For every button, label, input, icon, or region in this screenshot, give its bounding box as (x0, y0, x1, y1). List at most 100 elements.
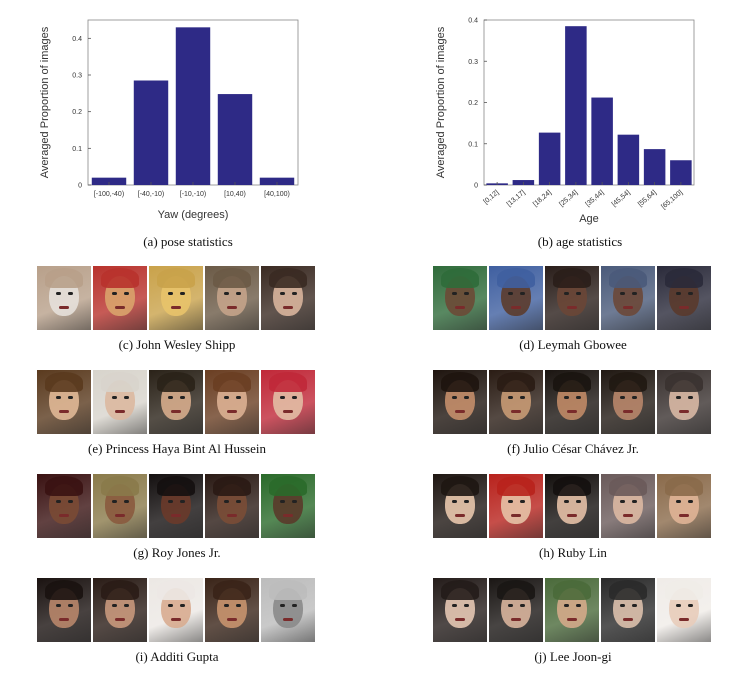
caption-f: (f) Julio César Chávez Jr. (507, 441, 639, 456)
face-eye (576, 604, 581, 607)
face-eye (452, 396, 457, 399)
face-strip-lee-joon-gi (433, 578, 711, 642)
face-eye (620, 604, 625, 607)
face-mouth (171, 306, 181, 309)
face-mouth (227, 306, 237, 309)
face-photo (149, 578, 203, 642)
face-hair (269, 580, 307, 600)
face-eye (508, 604, 513, 607)
face-mouth (283, 410, 293, 413)
caption-b: (b) age statistics (537, 234, 623, 249)
caption-c: (c) John Wesley Shipp (118, 337, 236, 352)
face-eye (168, 292, 173, 295)
face-hair (157, 372, 195, 392)
face-mouth (171, 514, 181, 517)
face-eye (224, 500, 229, 503)
face-eye (564, 500, 569, 503)
face-mouth (283, 306, 293, 309)
face-eye (576, 396, 581, 399)
y-tick-label: 0 (474, 183, 478, 190)
face-strip-additi-gupta (37, 578, 315, 642)
face-mouth (679, 514, 689, 517)
face-hair (213, 476, 251, 496)
face-hair (269, 476, 307, 496)
bar (175, 27, 211, 186)
face-hair (45, 372, 83, 392)
face-mouth (623, 306, 633, 309)
bar (591, 97, 613, 185)
face-mouth (567, 410, 577, 413)
face-eye (124, 604, 129, 607)
face-hair (213, 372, 251, 392)
face-photo (433, 370, 487, 434)
face-eye (168, 500, 173, 503)
face-photo (37, 578, 91, 642)
y-axis-label: Averaged Proportion of images (39, 26, 51, 178)
face-mouth (59, 306, 69, 309)
pose-chart-svg: 0 0.1 0.2 0.3 0.4 [-100,-40) [-40,-10) [-10,-10… (39, 19, 299, 221)
face-eye (124, 500, 129, 503)
face-mouth (511, 618, 521, 621)
y-tick-label: 0.3 (468, 59, 478, 66)
face-mouth (283, 514, 293, 517)
y-tick-label: 0.1 (468, 141, 478, 148)
x-axis-label: Age (579, 213, 599, 225)
face-eye (564, 292, 569, 295)
face-eye (112, 604, 117, 607)
face-photo (261, 578, 315, 642)
face-mouth (455, 306, 465, 309)
face-mouth (115, 306, 125, 309)
face-mouth (115, 514, 125, 517)
face-photo (545, 474, 599, 538)
face-photo (657, 266, 711, 330)
face-eye (68, 396, 73, 399)
face-hair (609, 580, 647, 600)
face-eye (180, 396, 185, 399)
x-axis-label: Yaw (degrees) (158, 209, 229, 221)
face-photo (149, 266, 203, 330)
face-photo (37, 266, 91, 330)
bar (217, 94, 253, 185)
face-eye (464, 396, 469, 399)
face-photo (657, 474, 711, 538)
face-mouth (567, 306, 577, 309)
face-eye (280, 292, 285, 295)
face-hair (553, 476, 591, 496)
face-hair (269, 372, 307, 392)
face-hair (101, 476, 139, 496)
face-mouth (623, 514, 633, 517)
face-eye (632, 604, 637, 607)
face-photo (489, 474, 543, 538)
caption-a: (a) pose statistics (143, 234, 233, 249)
caption-i: (i) Additi Gupta (135, 649, 219, 664)
face-hair (609, 372, 647, 392)
face-mouth (455, 514, 465, 517)
face-mouth (623, 410, 633, 413)
face-eye (292, 292, 297, 295)
face-eye (688, 604, 693, 607)
face-eye (564, 604, 569, 607)
face-eye (520, 500, 525, 503)
face-eye (280, 396, 285, 399)
face-mouth (283, 618, 293, 621)
x-tick-label: [-40,-10) (138, 191, 164, 198)
face-photo (601, 370, 655, 434)
face-hair (497, 580, 535, 600)
face-eye (676, 396, 681, 399)
y-tick-label: 0.2 (72, 109, 82, 116)
face-eye (224, 292, 229, 295)
face-eye (676, 292, 681, 295)
face-mouth (623, 618, 633, 621)
face-mouth (679, 410, 689, 413)
face-hair (157, 268, 195, 288)
face-eye (68, 500, 73, 503)
face-eye (224, 604, 229, 607)
face-eye (180, 604, 185, 607)
y-tick-label: 0.1 (72, 146, 82, 153)
face-eye (508, 396, 513, 399)
face-photo (149, 474, 203, 538)
x-tick-label: [-10,-10) (180, 191, 206, 198)
face-hair (665, 476, 703, 496)
face-eye (280, 500, 285, 503)
face-hair (609, 476, 647, 496)
